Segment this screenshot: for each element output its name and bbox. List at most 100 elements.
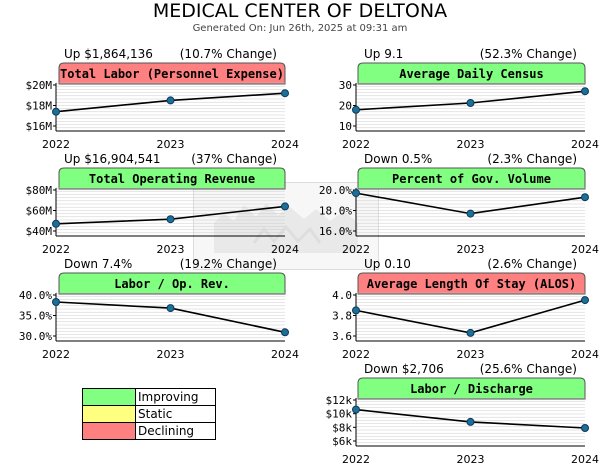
- page-subtitle: Generated On: Jun 26th, 2025 at 09:31 am: [192, 23, 408, 34]
- data-point: [466, 417, 475, 426]
- x-tick-label: 2023: [457, 348, 485, 361]
- data-point: [52, 107, 60, 116]
- y-tick-label: $6k: [332, 435, 352, 448]
- status-legend: Improving Static Declining: [82, 388, 216, 440]
- data-point: [581, 193, 589, 202]
- y-tick-label: 20.0%: [319, 184, 352, 197]
- y-tick-label: $16M: [26, 120, 53, 133]
- y-tick-label: 4.0: [332, 289, 352, 302]
- data-point: [581, 296, 589, 305]
- chart-title: Total Labor (Personnel Expense): [60, 67, 284, 81]
- watermark-logo: [193, 182, 379, 270]
- y-tick-label: $20M: [26, 79, 53, 92]
- chart-title-banner: [357, 62, 586, 85]
- x-tick-label: 2022: [342, 453, 370, 465]
- x-tick-label: 2022: [42, 243, 70, 256]
- y-tick-label: 30.0%: [19, 330, 52, 343]
- legend-label-improving: Improving: [135, 388, 216, 406]
- change-label: Down 7.4%: [64, 257, 132, 271]
- pct-change-label: (2.6% Change): [487, 257, 577, 271]
- data-point: [581, 424, 589, 432]
- chart-7: Down $2,706 (25.6% Change) Labor / Dischar…: [326, 362, 600, 465]
- page-title: MEDICAL CENTER OF DELTONA: [152, 0, 448, 22]
- chart-title: Labor / Discharge: [410, 382, 533, 396]
- chart-title-banner: [58, 272, 286, 295]
- data-point: [352, 405, 360, 414]
- x-tick-label: 2024: [571, 453, 599, 465]
- x-tick-label: 2023: [157, 243, 185, 256]
- x-tick-label: 2024: [571, 138, 599, 151]
- pct-change-label: (2.3% Change): [487, 152, 577, 166]
- y-tick-label: $40M: [26, 225, 53, 238]
- y-tick-label: 3.8: [332, 310, 352, 323]
- chart-title-banner: [357, 167, 586, 190]
- pct-change-label: (52.3% Change): [480, 47, 577, 61]
- y-tick-label: $12k: [326, 394, 353, 407]
- data-point: [466, 328, 475, 337]
- legend-label-static: Static: [135, 405, 216, 423]
- x-tick-label: 2022: [342, 138, 370, 151]
- data-point: [281, 202, 289, 211]
- change-label: Up 0.10: [364, 257, 411, 271]
- chart-title: Labor / Op. Rev.: [114, 277, 230, 291]
- pct-change-label: (25.6% Change): [480, 362, 577, 376]
- y-tick-label: $8k: [332, 421, 352, 434]
- data-point: [352, 306, 360, 315]
- chart-title-banner: [357, 272, 586, 295]
- change-label: Down $2,706: [364, 362, 444, 376]
- y-tick-label: 30: [339, 79, 352, 92]
- x-tick-label: 2023: [457, 138, 485, 151]
- legend-swatch-declining: [82, 422, 136, 440]
- chart-title-banner: [58, 62, 286, 85]
- data-point: [281, 89, 289, 98]
- x-tick-label: 2024: [271, 138, 299, 151]
- legend-swatch-improving: [82, 388, 136, 406]
- y-tick-label: 3.6: [332, 330, 352, 343]
- y-tick-label: 20: [339, 100, 352, 113]
- y-tick-label: $10k: [326, 408, 353, 421]
- y-tick-label: $80M: [26, 184, 53, 197]
- data-point: [166, 304, 175, 313]
- chart-5: Down 7.4% (19.2% Change) Labor / Op. Rev. 4…: [19, 257, 299, 361]
- legend-label-declining: Declining: [135, 422, 216, 440]
- x-tick-label: 2024: [271, 243, 299, 256]
- legend-row-improving: Improving: [82, 388, 216, 406]
- y-tick-label: 40.0%: [19, 289, 52, 302]
- x-tick-label: 2023: [157, 348, 185, 361]
- data-point: [166, 215, 175, 224]
- legend-row-declining: Declining: [82, 422, 216, 440]
- chart-title-banner: [357, 377, 586, 400]
- x-tick-label: 2023: [157, 138, 185, 151]
- data-point: [466, 209, 475, 218]
- x-tick-label: 2022: [342, 348, 370, 361]
- y-tick-label: 35.0%: [19, 310, 52, 323]
- chart-title-banner: [58, 167, 286, 190]
- chart-title: Average Daily Census: [399, 67, 544, 81]
- chart-title: Total Operating Revenue: [89, 172, 255, 186]
- data-point: [281, 328, 289, 337]
- legend-swatch-static: [82, 405, 136, 423]
- x-tick-label: 2022: [42, 348, 70, 361]
- y-tick-label: 18.0%: [319, 205, 352, 218]
- x-tick-label: 2024: [571, 243, 599, 256]
- legend-row-static: Static: [82, 405, 216, 423]
- y-tick-label: $60M: [26, 205, 53, 218]
- data-point: [352, 105, 360, 114]
- chart-6: Up 0.10 (2.6% Change) Average Length Of St…: [332, 257, 599, 361]
- x-tick-label: 2022: [342, 243, 370, 256]
- pct-change-label: (10.7% Change): [180, 47, 277, 61]
- x-tick-label: 2024: [571, 348, 599, 361]
- x-tick-label: 2022: [42, 138, 70, 151]
- pct-change-label: (37% Change): [191, 152, 277, 166]
- change-label: Up $1,864,136: [64, 47, 153, 61]
- data-point: [352, 189, 360, 198]
- data-point: [466, 99, 475, 107]
- data-point: [52, 298, 60, 306]
- pct-change-label: (19.2% Change): [180, 257, 277, 271]
- data-point: [166, 96, 175, 105]
- chart-3: Up $16,904,541 (37% Change) Total Operatin…: [26, 152, 300, 256]
- chart-1: Up $1,864,136 (10.7% Change) Total Labor (…: [26, 47, 300, 151]
- y-tick-label: 16.0%: [319, 225, 352, 238]
- x-tick-label: 2024: [271, 348, 299, 361]
